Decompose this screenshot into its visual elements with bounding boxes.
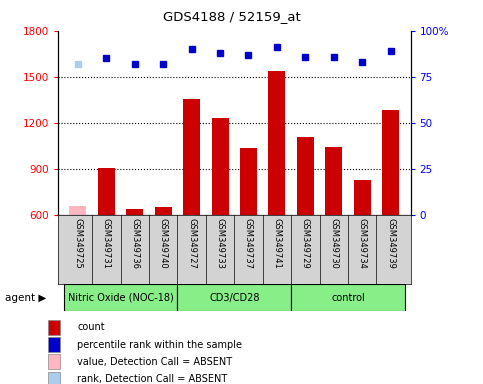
Bar: [382, 110, 399, 215]
Bar: [48, 354, 60, 369]
Bar: [177, 284, 291, 311]
Text: GSM349729: GSM349729: [301, 218, 310, 269]
Text: GSM349740: GSM349740: [159, 218, 168, 269]
Bar: [126, 209, 143, 215]
Text: GSM349741: GSM349741: [272, 218, 282, 269]
Bar: [183, 99, 200, 215]
Bar: [325, 147, 342, 215]
Bar: [48, 337, 60, 352]
Text: GSM349731: GSM349731: [102, 218, 111, 269]
Text: GSM349734: GSM349734: [358, 218, 367, 269]
Bar: [48, 372, 60, 384]
Bar: [269, 71, 285, 215]
Bar: [70, 206, 86, 215]
Text: GSM349725: GSM349725: [73, 218, 83, 269]
Bar: [354, 180, 371, 215]
Text: GSM349739: GSM349739: [386, 218, 395, 269]
Text: percentile rank within the sample: percentile rank within the sample: [77, 339, 242, 349]
Text: Nitric Oxide (NOC-18): Nitric Oxide (NOC-18): [68, 293, 173, 303]
Bar: [212, 118, 228, 215]
Text: GSM349733: GSM349733: [215, 218, 225, 270]
Text: GDS4188 / 52159_at: GDS4188 / 52159_at: [163, 10, 301, 23]
Bar: [98, 168, 115, 215]
Text: rank, Detection Call = ABSENT: rank, Detection Call = ABSENT: [77, 374, 227, 384]
Text: value, Detection Call = ABSENT: value, Detection Call = ABSENT: [77, 357, 232, 367]
Text: GSM349727: GSM349727: [187, 218, 196, 269]
Text: GSM349736: GSM349736: [130, 218, 139, 270]
Bar: [297, 137, 314, 215]
Bar: [64, 284, 177, 311]
Text: CD3/CD28: CD3/CD28: [209, 293, 259, 303]
Bar: [48, 320, 60, 335]
Bar: [291, 284, 405, 311]
Text: control: control: [331, 293, 365, 303]
Bar: [240, 148, 257, 215]
Text: count: count: [77, 322, 105, 332]
Bar: [155, 207, 171, 215]
Text: GSM349737: GSM349737: [244, 218, 253, 270]
Text: agent ▶: agent ▶: [5, 293, 46, 303]
Text: GSM349730: GSM349730: [329, 218, 338, 269]
